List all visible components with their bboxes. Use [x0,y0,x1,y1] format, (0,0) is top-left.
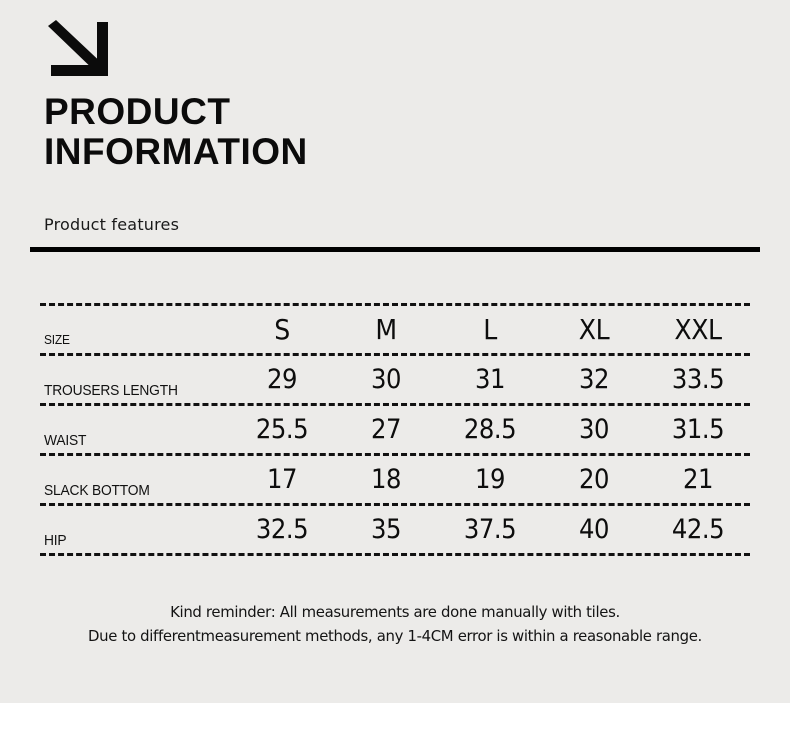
table-cell: 30 [370,364,402,395]
table-cell: L [483,313,497,346]
row-label: HIP [44,532,67,549]
disclaimer-line-1: Kind reminder: All measurements are done… [170,603,620,621]
table-cell: 29 [266,364,298,395]
table-cell: 35 [370,514,402,545]
arrow-down-right-icon [45,20,117,82]
table-divider [40,353,750,356]
row-cells: 25.5 27 28.5 30 31.5 [230,406,750,453]
table-cell: 19 [474,464,506,495]
table-cell: 37.5 [463,514,517,545]
table-cell: S [274,313,290,346]
content-panel [0,0,790,703]
table-cell: M [375,313,397,346]
table-cell: 42.5 [671,514,725,545]
row-cells: 32.5 35 37.5 40 42.5 [230,506,750,553]
table-cell: 18 [370,464,402,495]
table-cell: XXL [674,313,722,346]
table-cell: 20 [578,464,610,495]
row-label: WAIST [44,432,87,449]
table-row: WAIST 25.5 27 28.5 30 31.5 [40,406,750,453]
table-cell: 31 [474,364,506,395]
table-cell: 32 [578,364,610,395]
disclaimer-line-2: Due to differentmeasurement methods, any… [88,627,702,645]
row-label: SIZE [44,332,70,347]
table-cell: 27 [370,414,402,445]
section-divider [30,247,760,252]
table-cell: 28.5 [463,414,517,445]
table-cell: 31.5 [671,414,725,445]
row-cells: S M L XL XXL [230,306,750,353]
table-divider [40,403,750,406]
table-row: HIP 32.5 35 37.5 40 42.5 [40,506,750,553]
table-divider [40,503,750,506]
page-title-line-2: INFORMATION [44,131,308,172]
table-cell: 40 [578,514,610,545]
table-cell: 17 [266,464,298,495]
row-label: SLACK BOTTOM [44,482,150,499]
size-table: SIZE S M L XL XXL TROUSERS LENGTH 29 30 … [40,303,750,556]
table-cell: 33.5 [671,364,725,395]
table-cell: 25.5 [255,414,309,445]
table-divider [40,453,750,456]
table-row: SLACK BOTTOM 17 18 19 20 21 [40,456,750,503]
measurement-disclaimer: Kind reminder: All measurements are done… [0,600,790,648]
table-cell: XL [578,313,610,346]
table-row: SIZE S M L XL XXL [40,306,750,353]
row-cells: 17 18 19 20 21 [230,456,750,503]
row-label: TROUSERS LENGTH [44,382,178,399]
table-cell: 32.5 [255,514,309,545]
table-divider [40,553,750,556]
section-subheading: Product features [44,215,180,234]
table-row: TROUSERS LENGTH 29 30 31 32 33.5 [40,356,750,403]
table-cell: 21 [682,464,714,495]
page-title-line-1: PRODUCT [44,91,231,132]
table-divider [40,303,750,306]
row-cells: 29 30 31 32 33.5 [230,356,750,403]
table-cell: 30 [578,414,610,445]
page-title: PRODUCT INFORMATION [44,92,644,172]
